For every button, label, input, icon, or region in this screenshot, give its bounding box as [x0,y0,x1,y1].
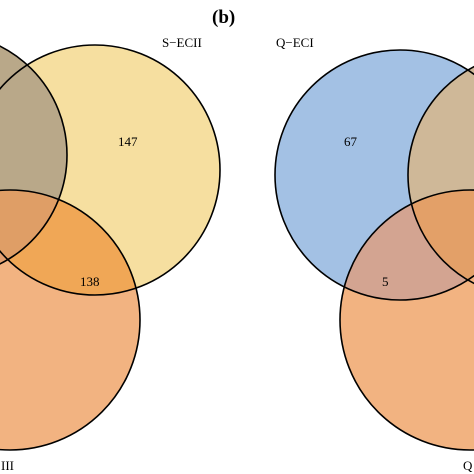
venn-panel-b: Q−ECI 67 5 Q [274,35,474,473]
venn-a-topright-bottom-overlap [0,190,140,295]
venn-panel-a: S−ECII 147 138 III [0,35,221,473]
venn-b-right-outline [407,65,474,285]
venn-a-set-label-bottom: III [1,458,14,473]
venn-b-bottom-outline [339,189,474,451]
venn-a-set-label-top-right: S−ECII [162,35,202,50]
venn-a-bottom-outline [0,189,141,451]
venn-b-set-label-bottom-right: Q [463,458,473,473]
venn-b-left-outline [274,49,474,301]
panel-label-b: (b) [212,7,235,28]
venn-b-left-bottom-overlap [340,190,474,300]
venn-a-region-value-top-right-only: 147 [118,134,138,149]
venn-a-top-right-outline [0,44,221,296]
venn-a-region-value-topright-bottom: 138 [80,274,100,289]
venn-b-region-value-left-bottom: 5 [382,274,389,289]
venn-b-set-label-left: Q−ECI [276,35,314,50]
venn-a-left-outline [0,45,68,265]
venn-b-region-value-left-only: 67 [344,134,358,149]
